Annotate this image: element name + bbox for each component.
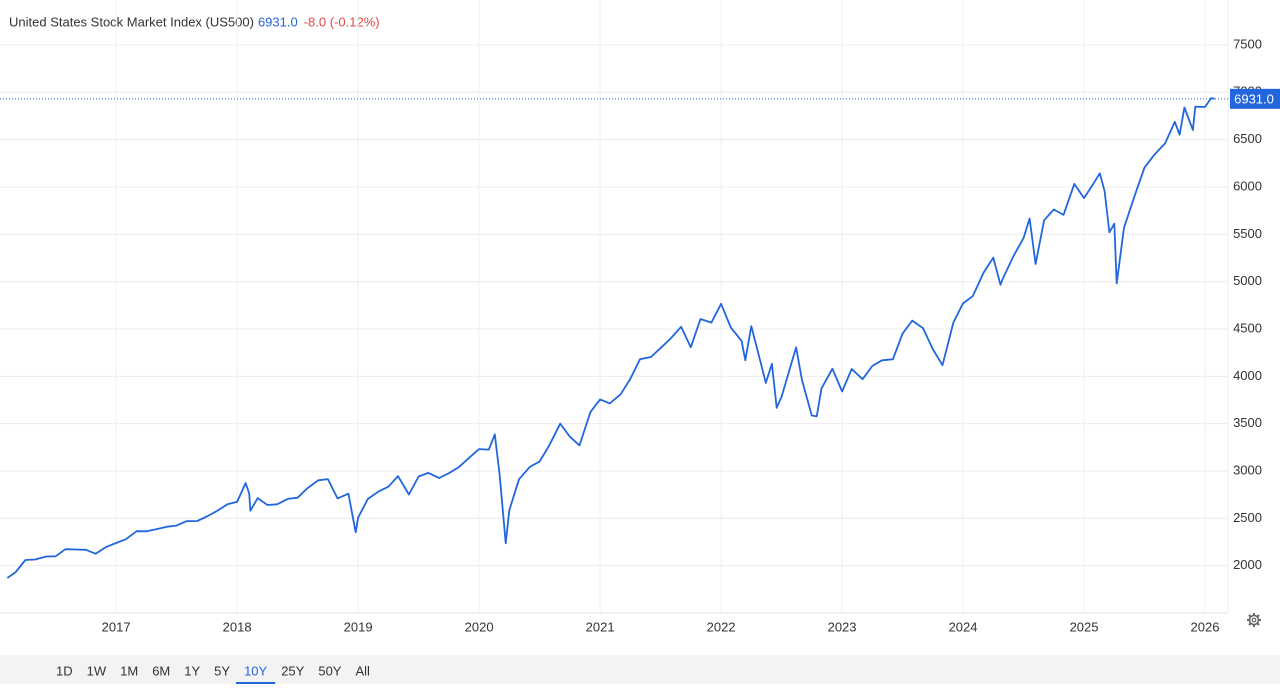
x-tick-label: 2026 <box>1191 619 1220 634</box>
range-button[interactable]: 25Y <box>281 663 304 678</box>
x-tick-label: 2020 <box>465 619 494 634</box>
y-tick-label: 4000 <box>1233 368 1262 383</box>
range-button[interactable]: 6M <box>152 663 170 678</box>
y-tick-label: 7500 <box>1233 36 1262 51</box>
x-tick-label: 2023 <box>828 619 857 634</box>
y-tick-label: 3500 <box>1233 415 1262 430</box>
last-price: 6931.0 <box>258 14 298 29</box>
range-button[interactable]: 1Y <box>184 663 200 678</box>
range-button[interactable]: 1W <box>87 663 107 678</box>
x-tick-label: 2021 <box>586 619 615 634</box>
y-tick-label: 2500 <box>1233 510 1262 525</box>
range-button[interactable]: 5Y <box>214 663 230 678</box>
x-tick-label: 2019 <box>344 619 373 634</box>
y-tick-label: 3000 <box>1233 462 1262 477</box>
y-tick-label: 4500 <box>1233 320 1262 335</box>
chart-title: United States Stock Market Index (US500) <box>9 14 254 29</box>
last-value-label: 6931.0 <box>1234 91 1274 106</box>
price-change: -8.0 (-0.12%) <box>304 14 380 29</box>
x-tick-label: 2025 <box>1070 619 1099 634</box>
range-button[interactable]: All <box>355 663 370 678</box>
y-tick-label: 5500 <box>1233 226 1262 241</box>
price-line <box>6 97 1215 579</box>
last-value-tag <box>1230 88 1280 109</box>
range-button[interactable]: 50Y <box>318 663 341 678</box>
y-tick-label: 6500 <box>1233 131 1262 146</box>
x-tick-label: 2022 <box>707 619 736 634</box>
x-tick-label: 2017 <box>102 619 131 634</box>
range-button[interactable]: 10Y <box>244 663 267 678</box>
x-tick-label: 2024 <box>949 619 978 634</box>
range-bar <box>0 655 1280 684</box>
y-tick-label: 2000 <box>1233 557 1262 572</box>
range-button[interactable]: 1D <box>56 663 73 678</box>
settings-icon[interactable] <box>1247 613 1261 627</box>
y-tick-label: 6000 <box>1233 178 1262 193</box>
y-tick-label: 5000 <box>1233 273 1262 288</box>
x-tick-label: 2018 <box>223 619 252 634</box>
range-button[interactable]: 1M <box>120 663 138 678</box>
